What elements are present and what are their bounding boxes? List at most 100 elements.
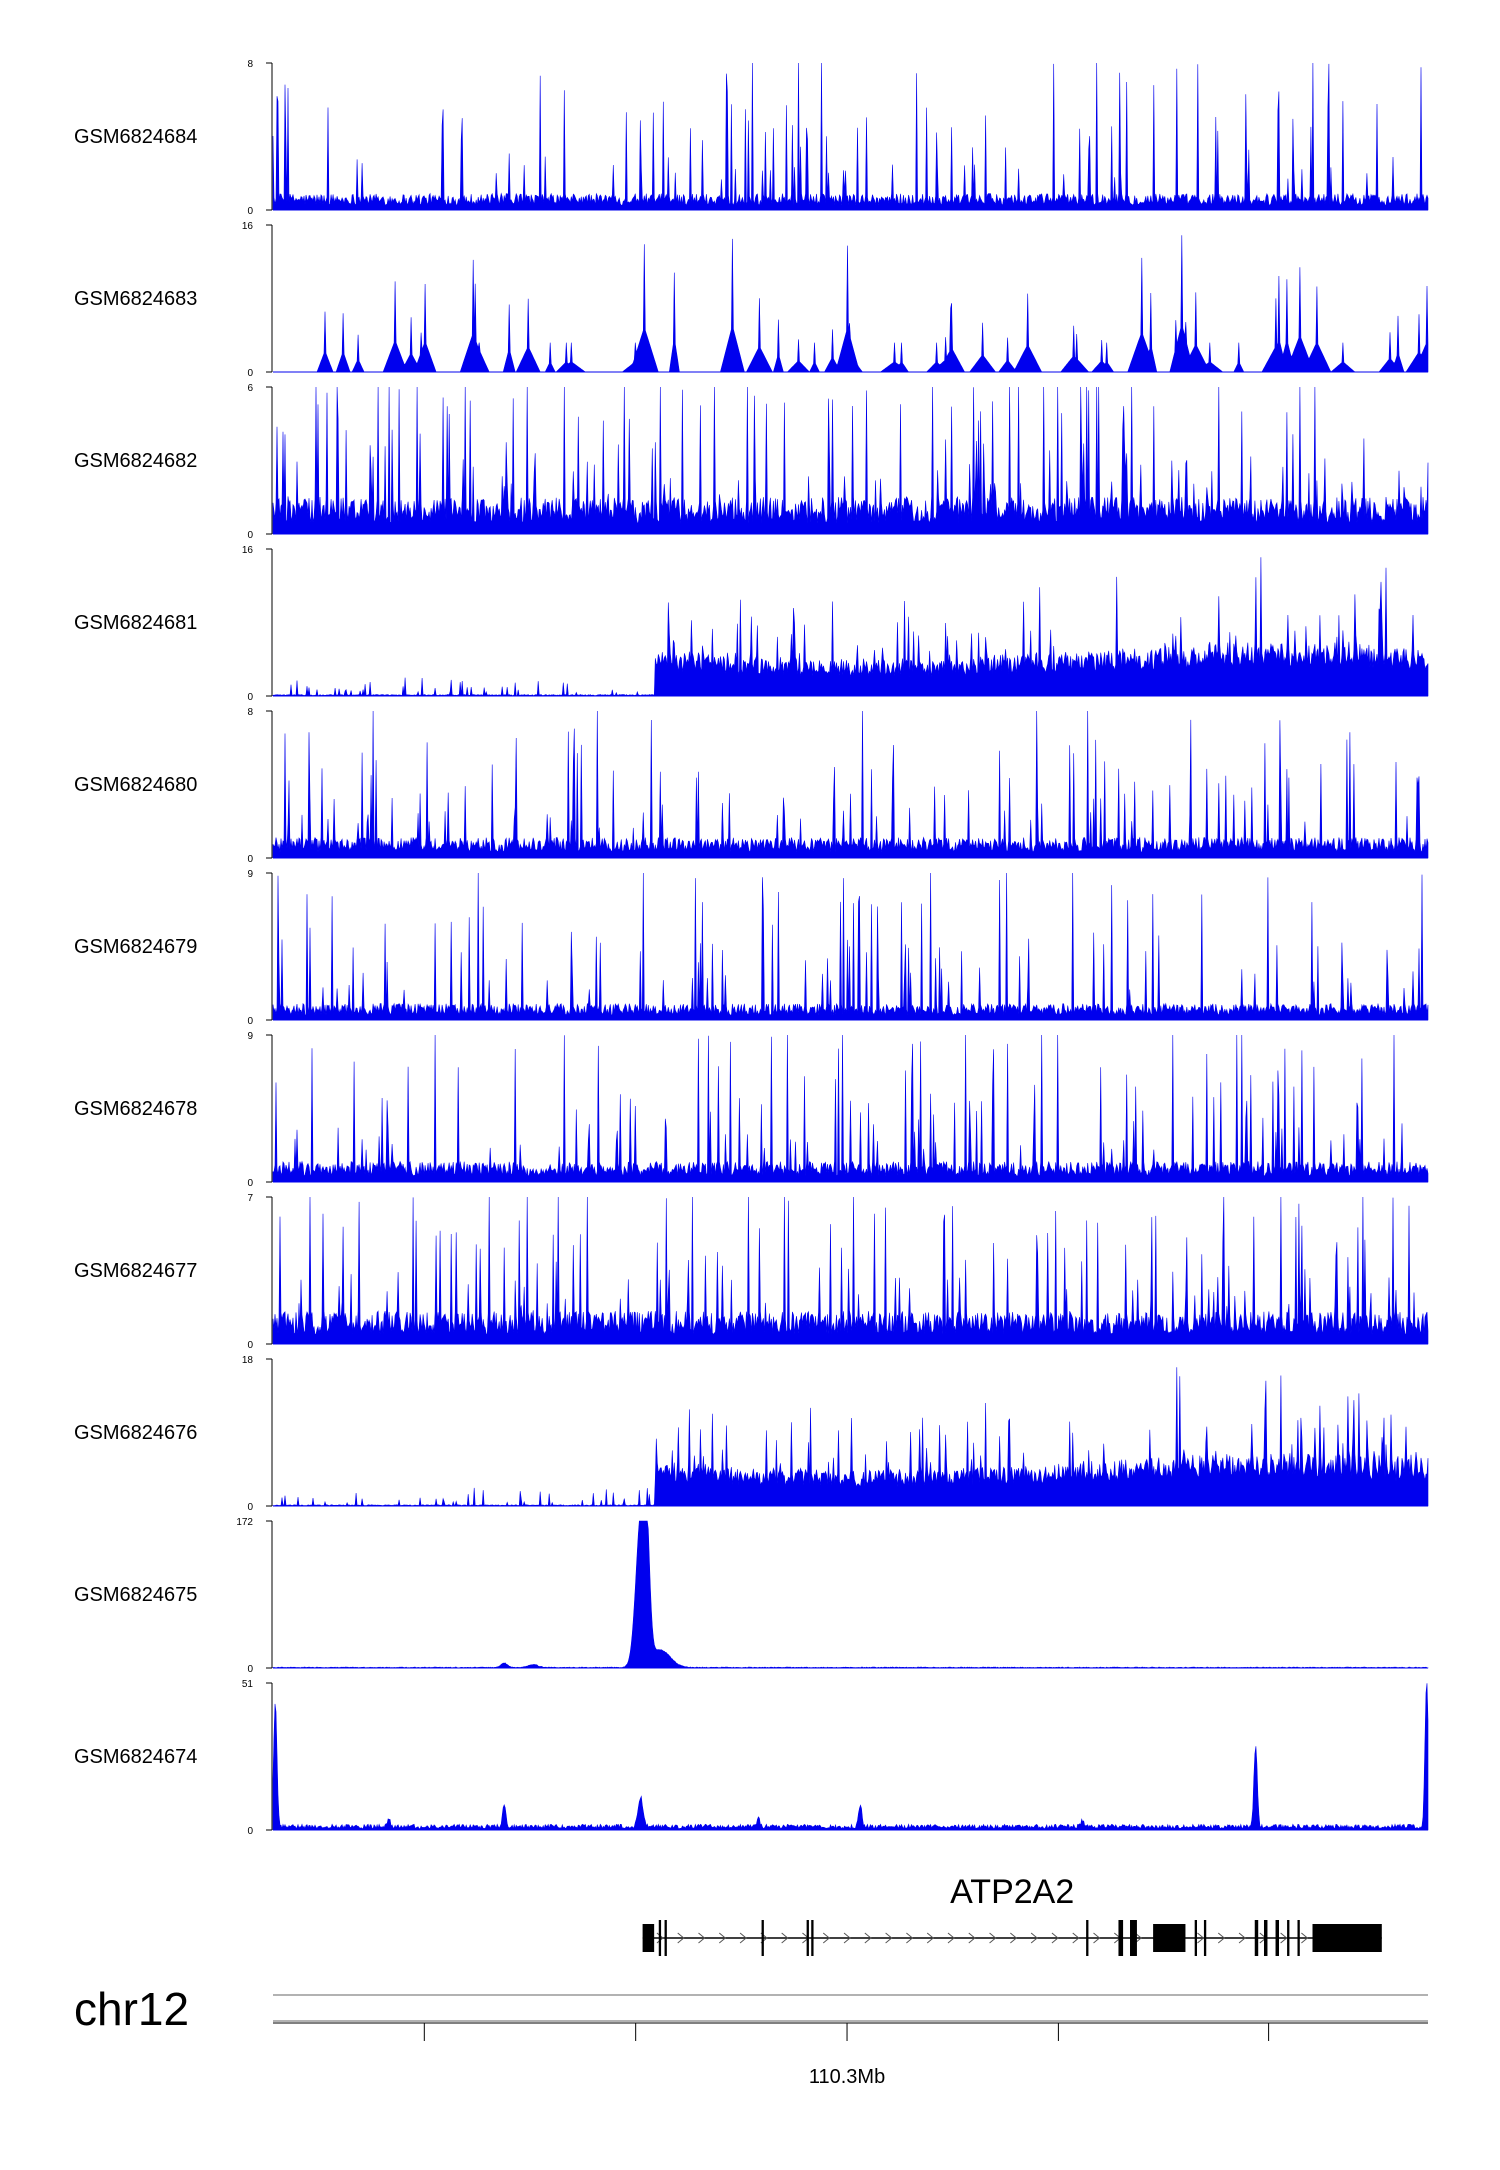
y-axis-max-label: 51 — [242, 1679, 254, 1690]
track-GSM6824676: GSM6824676 18 0 — [74, 1355, 1429, 1513]
strand-chevron — [926, 1932, 934, 1944]
strand-chevron — [843, 1932, 851, 1944]
signal-area — [272, 386, 1429, 535]
strand-chevron — [885, 1932, 893, 1944]
exon — [806, 1920, 809, 1956]
strand-chevron — [1238, 1932, 1246, 1944]
strand-chevron — [1134, 1932, 1142, 1944]
strand-chevron — [1093, 1932, 1101, 1944]
y-axis-max-label: 16 — [242, 221, 254, 232]
track-label: GSM6824676 — [74, 1422, 197, 1444]
strand-chevron — [1010, 1932, 1018, 1944]
exon — [1287, 1920, 1290, 1956]
y-axis-min-label: 0 — [247, 1664, 253, 1675]
track-label: GSM6824682 — [74, 450, 197, 472]
exon — [642, 1924, 655, 1952]
exon — [1194, 1920, 1197, 1956]
track-label: GSM6824678 — [74, 1098, 197, 1120]
strand-chevron — [1030, 1932, 1038, 1944]
track-label: GSM6824683 — [74, 288, 197, 310]
strand-chevron — [968, 1932, 976, 1944]
signal-area — [272, 872, 1429, 1021]
signal-area — [272, 62, 1429, 211]
y-axis-min-label: 0 — [247, 1016, 253, 1027]
strand-chevron — [781, 1932, 789, 1944]
strand-chevron — [739, 1932, 747, 1944]
y-axis-min-label: 0 — [247, 206, 253, 217]
track-GSM6824683: GSM6824683 16 0 — [74, 221, 1429, 379]
exon — [664, 1920, 667, 1956]
y-axis-max-label: 9 — [247, 869, 253, 880]
signal-area — [272, 1034, 1429, 1183]
strand-chevron — [906, 1932, 914, 1944]
genomic-axis: chr12 110.3Mb — [74, 1983, 1428, 2088]
exon — [811, 1920, 814, 1956]
gene-name-label: ATP2A2 — [950, 1873, 1074, 1911]
y-axis-max-label: 16 — [242, 545, 254, 556]
signal-area — [272, 557, 1429, 697]
exon — [1118, 1920, 1124, 1956]
strand-chevron — [864, 1932, 872, 1944]
exon — [1263, 1920, 1268, 1956]
exon — [1312, 1924, 1382, 1952]
exon — [1254, 1920, 1259, 1956]
chromosome-label: chr12 — [74, 1983, 189, 2035]
exon — [1130, 1920, 1137, 1956]
strand-chevron — [1072, 1932, 1080, 1944]
y-axis-min-label: 0 — [247, 1502, 253, 1513]
track-GSM6824681: GSM6824681 16 0 — [74, 545, 1429, 703]
y-axis-min-label: 0 — [247, 692, 253, 703]
track-GSM6824680: GSM6824680 8 0 — [74, 707, 1429, 865]
gene-annotation-track: ATP2A2 — [642, 1873, 1382, 1956]
exon — [1153, 1924, 1186, 1952]
x-axis-tick-label: 110.3Mb — [809, 2066, 885, 2088]
strand-chevron — [1197, 1932, 1205, 1944]
strand-chevron — [822, 1932, 831, 1944]
strand-chevron — [718, 1932, 727, 1944]
track-label: GSM6824680 — [74, 774, 197, 796]
track-label: GSM6824677 — [74, 1260, 197, 1282]
track-label: GSM6824675 — [74, 1584, 197, 1606]
y-axis-max-label: 6 — [247, 383, 253, 394]
exon — [1297, 1920, 1300, 1956]
track-label: GSM6824679 — [74, 936, 197, 958]
y-axis-max-label: 8 — [247, 59, 253, 70]
signal-area — [272, 1367, 1429, 1507]
y-axis-min-label: 0 — [247, 1340, 253, 1351]
exon — [761, 1920, 764, 1956]
exon — [1275, 1920, 1280, 1956]
track-label: GSM6824684 — [74, 126, 197, 148]
track-GSM6824684: GSM6824684 8 0 — [74, 59, 1429, 217]
track-GSM6824679: GSM6824679 9 0 — [74, 869, 1429, 1027]
signal-tracks: GSM682468480GSM6824683160GSM682468260GSM… — [74, 59, 1429, 1837]
exon — [1086, 1920, 1089, 1956]
track-label: GSM6824681 — [74, 612, 197, 634]
signal-area — [272, 710, 1429, 859]
strand-chevron — [1280, 1932, 1288, 1944]
y-axis-max-label: 18 — [242, 1355, 254, 1366]
signal-area — [273, 235, 1429, 373]
strand-chevron — [947, 1932, 955, 1944]
y-axis-max-label: 7 — [247, 1193, 253, 1204]
track-label: GSM6824674 — [74, 1746, 197, 1768]
y-axis-min-label: 0 — [247, 368, 253, 379]
exon — [658, 1920, 662, 1956]
y-axis-min-label: 0 — [247, 530, 253, 541]
strand-chevron — [677, 1932, 685, 1944]
strand-chevron — [989, 1932, 997, 1944]
signal-area — [272, 1520, 1429, 1669]
signal-area — [272, 1196, 1429, 1345]
signal-area — [272, 1683, 1429, 1831]
y-axis-min-label: 0 — [247, 1826, 253, 1837]
track-GSM6824682: GSM6824682 6 0 — [74, 383, 1429, 541]
y-axis-min-label: 0 — [247, 1178, 253, 1189]
track-GSM6824675: GSM6824675 172 0 — [74, 1517, 1429, 1675]
y-axis-max-label: 8 — [247, 707, 253, 718]
track-GSM6824678: GSM6824678 9 0 — [74, 1031, 1429, 1189]
y-axis-max-label: 9 — [247, 1031, 253, 1042]
strand-chevron — [1301, 1932, 1309, 1944]
exon — [1203, 1920, 1207, 1956]
track-GSM6824677: GSM6824677 7 0 — [74, 1193, 1429, 1351]
strand-chevron — [1051, 1932, 1059, 1944]
